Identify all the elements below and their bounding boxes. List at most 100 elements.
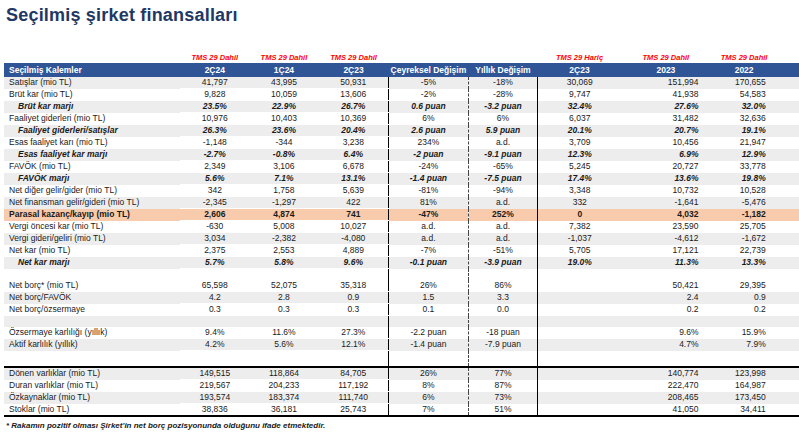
cell-ceyreksel-degisim: 234%: [389, 137, 469, 149]
cell-2c24: 149,515: [180, 367, 249, 380]
cell-2022: 21,947: [711, 137, 778, 149]
cell-2c23: 4,889: [319, 245, 389, 257]
cell-2022: 32,636: [711, 113, 778, 125]
cell-2022: 29,395: [711, 280, 778, 292]
cell-ceyreksel-degisim: -24%: [389, 161, 469, 173]
cell-2c23-haric: 9,747: [538, 89, 622, 101]
cell-2c24: 342: [180, 185, 249, 197]
cell-ceyreksel-degisim: -2%: [389, 89, 469, 101]
page-title: Seçilmiş şirket finansalları: [6, 5, 799, 26]
cell-2c23-haric: 32.4%: [538, 101, 622, 113]
spacer-row: [4, 269, 799, 281]
row-label: Net diğer gelir/gider (mio TL): [4, 185, 180, 197]
cell-yillik-degisim: -18%: [468, 77, 538, 89]
cell-1c24: 43,995: [249, 77, 318, 89]
cell-1c24: 36,181: [249, 404, 318, 417]
cell-ceyreksel-degisim: -0.1 puan: [389, 257, 469, 269]
cell-2c24: 2,375: [180, 245, 249, 257]
filler-cell: [778, 89, 799, 101]
cell-2023: -4,612: [621, 233, 710, 245]
cell-2c24: 2,606: [180, 209, 249, 221]
filler-cell: [778, 173, 799, 185]
cell-2c23: 111,740: [319, 392, 389, 404]
cell-2023: 2.4: [621, 292, 710, 304]
filler-cell: [778, 185, 799, 197]
cell-yillik-degisim: 87%: [468, 380, 538, 392]
cell-2c24: -2.7%: [180, 149, 249, 161]
column-header-1c24: 1Ç24: [249, 63, 318, 77]
cell-2c23-haric: [538, 269, 622, 281]
cell-2c23: 117,192: [319, 380, 389, 392]
cell-yillik-degisim: 73%: [468, 392, 538, 404]
cell-2c23: 26.7%: [319, 101, 389, 113]
row-label: Net borç* (mio TL): [4, 280, 180, 292]
cell-2023: 4.7%: [621, 339, 710, 351]
cell-2023: 4,032: [621, 209, 710, 221]
cell-1c24: 5,008: [249, 221, 318, 233]
cell-2c23: 422: [319, 197, 389, 209]
cell-2c23-haric: 3,348: [538, 185, 622, 197]
row-label: [4, 269, 180, 281]
cell-yillik-degisim: 0.0: [468, 304, 538, 316]
row-label: Özsermaye karlılığı (yıllık): [4, 327, 180, 339]
row-label: [4, 351, 180, 368]
cell-yillik-degisim: -3.9 puan: [468, 257, 538, 269]
cell-2c23-haric: 30,069: [538, 77, 622, 89]
cell-2c23-haric: 12.3%: [538, 149, 622, 161]
cell-2c23: 3,238: [319, 137, 389, 149]
table-row: Satışlar (mio TL)41,79743,99550,931-5%-1…: [4, 77, 799, 89]
filler-cell: [778, 197, 799, 209]
filler-cell: [778, 137, 799, 149]
row-label: FAVÖK (mio TL): [4, 161, 180, 173]
cell-2023: 10,456: [621, 137, 710, 149]
cell-2c23-haric: [538, 367, 622, 380]
cell-1c24: 11.6%: [249, 327, 318, 339]
cell-yillik-degisim: -7.9 puan: [468, 339, 538, 351]
cell-ceyreksel-degisim: -47%: [389, 209, 469, 221]
cell-2c23: 10,369: [319, 113, 389, 125]
cell-2022: 173,450: [711, 392, 778, 404]
cell-ceyreksel-degisim: 6%: [389, 392, 469, 404]
filler-cell: [778, 380, 799, 392]
filler-cell: [778, 245, 799, 257]
cell-2022: 25,705: [711, 221, 778, 233]
cell-2023: 41,050: [621, 404, 710, 417]
cell-1c24: 23.6%: [249, 125, 318, 137]
tms-label: [4, 51, 180, 63]
row-label: Esas faaliyet karı (mio TL): [4, 137, 180, 149]
cell-yillik-degisim: -3.2 puan: [468, 101, 538, 113]
cell-1c24: 2.8: [249, 292, 318, 304]
cell-2c23-haric: [538, 316, 622, 328]
cell-2c24: 26.3%: [180, 125, 249, 137]
cell-1c24: 0.3: [249, 304, 318, 316]
cell-yillik-degisim: a.d.: [468, 233, 538, 245]
row-label: Brüt kar (mio TL): [4, 89, 180, 101]
cell-2c23: 6.4%: [319, 149, 389, 161]
filler-cell: [778, 257, 799, 269]
cell-2c23: 12.1%: [319, 339, 389, 351]
table-row: Net borç* (mio TL)65,59852,07535,31826%8…: [4, 280, 799, 292]
filler-cell: [778, 125, 799, 137]
cell-2023: 140,774: [621, 367, 710, 380]
row-label: Net finansman gelir/gideri (mio TL): [4, 197, 180, 209]
cell-yillik-degisim: 6%: [468, 113, 538, 125]
cell-1c24: -0.8%: [249, 149, 318, 161]
cell-2023: 9.6%: [621, 327, 710, 339]
cell-ceyreksel-degisim: 7%: [389, 404, 469, 417]
cell-2c23-haric: [538, 339, 622, 351]
cell-2c23: 35,318: [319, 280, 389, 292]
row-label: Vergi gideri/geliri (mio TL): [4, 233, 180, 245]
cell-2022: [711, 351, 778, 368]
filler-cell: [778, 404, 799, 417]
cell-1c24: 3,106: [249, 161, 318, 173]
tms-label-filler: [778, 51, 799, 63]
cell-2c24: 5.6%: [180, 173, 249, 185]
row-label: Esas faaliyet kar marjı: [4, 149, 180, 161]
tms-label: TMS 29 Dahil: [180, 51, 249, 63]
cell-2c24: 4.2%: [180, 339, 249, 351]
table-row: Vergi öncesi kar (mio TL)-6305,00810,027…: [4, 221, 799, 233]
table-row: Net finansman gelir/gideri (mio TL)-2,34…: [4, 197, 799, 209]
row-label: Satışlar (mio TL): [4, 77, 180, 89]
cell-ceyreksel-degisim: 26%: [389, 367, 469, 380]
cell-ceyreksel-degisim: 0.1: [389, 304, 469, 316]
